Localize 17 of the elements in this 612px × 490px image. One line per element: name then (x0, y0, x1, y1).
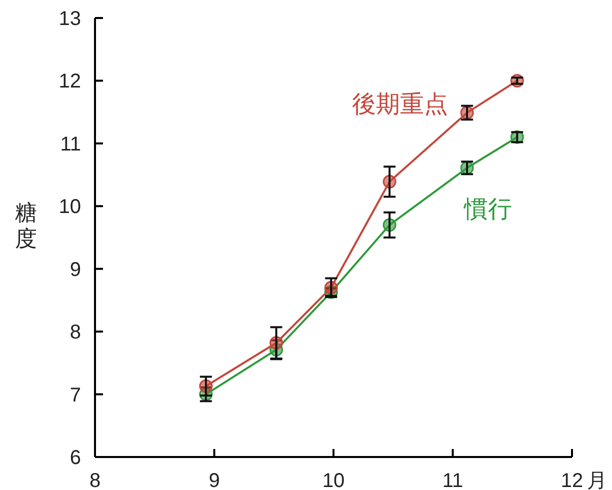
y-tick-label: 12 (58, 70, 81, 93)
x-tick-label: 9 (208, 470, 220, 490)
y-tick-label: 13 (58, 8, 81, 30)
y-tick-label: 11 (60, 133, 81, 156)
x-tick-label: 11 (442, 470, 464, 490)
y-tick-label: 7 (70, 384, 81, 406)
y-tick-label: 6 (70, 447, 81, 469)
x-axis-title: 月 (587, 470, 607, 490)
y-tick-label: 10 (58, 196, 81, 218)
series-label: 後期重点 (352, 91, 448, 118)
y-axis-title: 糖度 (15, 200, 37, 251)
y-tick-label: 8 (70, 322, 81, 344)
x-tick-label: 10 (322, 470, 345, 490)
series-label: 慣行 (463, 196, 512, 223)
y-tick-label: 9 (70, 258, 81, 281)
x-tick-label: 12 (560, 470, 584, 490)
x-tick-label: 8 (89, 470, 101, 490)
